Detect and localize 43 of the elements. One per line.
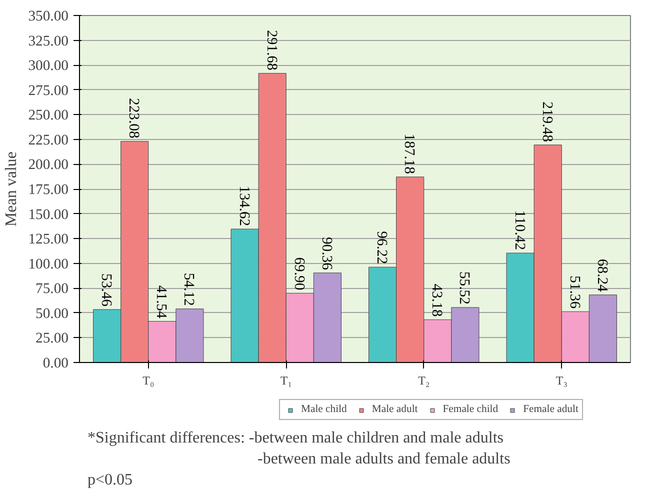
data-label: 55.52	[456, 271, 472, 304]
data-label: 53.46	[98, 274, 114, 307]
text: p<0.05	[88, 472, 133, 488]
data-label: 187.18	[401, 134, 418, 174]
y-tick-label: 300.00	[28, 58, 69, 74]
data-label: 41.54	[153, 285, 170, 319]
y-tick-label: 225.00	[28, 132, 69, 148]
y-axis-title: Mean value	[3, 151, 20, 227]
y-tick-label: 25.00	[36, 330, 69, 347]
data-label: 291.68	[263, 30, 280, 70]
data-label: 110.42	[511, 210, 528, 250]
y-tick-label: 0.00	[42, 356, 69, 372]
data-label: 134.62	[236, 186, 252, 226]
y-tick-label: 325.00	[28, 33, 69, 50]
y-tick-label: 175.00	[28, 182, 69, 198]
data-label: 43.18	[428, 284, 445, 317]
x-tick-label: T₀	[142, 374, 154, 388]
x-tick-label: T₂	[418, 374, 430, 388]
data-label: 96.22	[374, 231, 390, 264]
y-tick-label: 275.00	[28, 82, 69, 99]
data-label: 219.48	[538, 102, 555, 142]
y-tick-label: 350.00	[28, 8, 69, 24]
y-tick-label: 250.00	[28, 108, 69, 124]
x-tick-label: T₁	[280, 374, 292, 388]
text: -between male adults and female adults	[258, 450, 510, 468]
y-tick-label: 200.00	[28, 157, 69, 174]
data-label: 68.24	[594, 258, 610, 293]
y-tick-label: 100.00	[28, 256, 69, 272]
data-label: 54.12	[180, 272, 197, 306]
legend-label: Female child	[442, 404, 498, 415]
data-label: 69.90	[290, 257, 307, 290]
legend-label: Female adult	[523, 404, 578, 415]
y-tick-label: 125.00	[28, 232, 69, 248]
data-label: 223.08	[126, 98, 142, 138]
y-tick-label: 75.00	[36, 281, 69, 298]
legend-label: Male adult	[372, 404, 418, 415]
text: *Significant differences: -between male children and male adults	[88, 430, 504, 446]
x-tick-label: T₃	[556, 374, 568, 388]
data-label: 90.36	[318, 236, 334, 270]
y-tick-label: 150.00	[28, 206, 69, 223]
legend-label: Male child	[301, 404, 347, 415]
y-tick-label: 50.00	[36, 306, 69, 322]
data-label: 51.36	[566, 276, 582, 309]
